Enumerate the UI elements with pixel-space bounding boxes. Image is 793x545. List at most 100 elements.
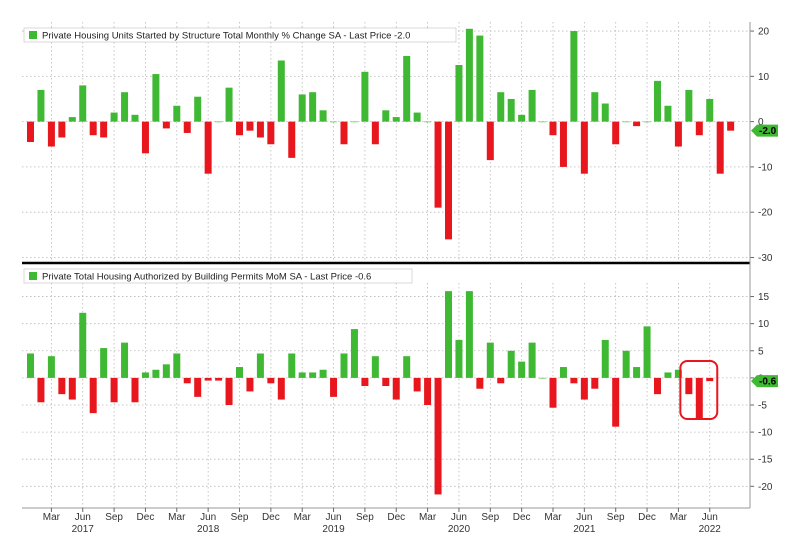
top-bars xyxy=(27,28,735,240)
x-month-label-0: Mar xyxy=(43,512,61,523)
x-month-label-7: Dec xyxy=(262,512,280,523)
bottom-bar-61 xyxy=(664,372,672,378)
bottom-bar-8 xyxy=(110,377,118,403)
bottom-bar-38 xyxy=(424,377,432,405)
x-year-label-2: 2019 xyxy=(322,524,345,535)
bottom-bar-48 xyxy=(528,342,536,378)
x-month-label-12: Mar xyxy=(419,512,437,523)
bottom-bar-58 xyxy=(633,367,641,378)
bottom-bar-63 xyxy=(685,377,693,395)
top-bar-40 xyxy=(445,121,452,240)
bottom-bar-7 xyxy=(100,348,108,378)
bottom-last-price-label: -0.6 xyxy=(759,377,777,388)
bottom-bar-33 xyxy=(371,356,379,378)
bottom-bar-24 xyxy=(277,377,285,400)
top-bar-39 xyxy=(434,121,442,208)
top-bar-28 xyxy=(319,110,327,122)
bottom-bar-57 xyxy=(622,350,630,378)
top-ytick-label-2: 0 xyxy=(758,117,764,128)
x-month-label-20: Mar xyxy=(670,512,688,523)
x-month-label-11: Dec xyxy=(387,512,405,523)
top-bar-19 xyxy=(225,87,233,122)
top-bar-26 xyxy=(298,94,306,122)
top-bar-1 xyxy=(37,89,45,122)
top-ytick-label-4: -20 xyxy=(758,208,773,219)
bottom-bar-44 xyxy=(486,342,494,378)
bottom-bar-14 xyxy=(173,353,181,378)
top-bar-14 xyxy=(173,105,181,122)
top-bar-41 xyxy=(455,65,463,122)
bottom-legend-text: Private Total Housing Authorized by Buil… xyxy=(42,272,371,283)
x-month-label-19: Dec xyxy=(638,512,656,523)
bottom-bar-49 xyxy=(539,377,547,379)
bottom-legend-swatch xyxy=(29,272,37,280)
top-bar-65 xyxy=(706,98,714,122)
top-bar-10 xyxy=(131,114,139,122)
bottom-bar-26 xyxy=(298,372,306,378)
bottom-bar-28 xyxy=(319,369,327,378)
bottom-bar-53 xyxy=(580,377,588,400)
bottom-bars xyxy=(27,291,714,495)
top-ytick-label-1: 10 xyxy=(758,72,770,83)
bottom-bar-15 xyxy=(183,377,191,384)
top-bar-20 xyxy=(236,121,243,136)
x-year-label-0: 2017 xyxy=(72,524,95,535)
bottom-bar-56 xyxy=(612,377,620,427)
bottom-bar-12 xyxy=(152,369,160,378)
x-axis: Mar Jun Sep Dec Mar Jun Sep Dec Mar Jun Sep Dec Mar J… xyxy=(43,508,722,535)
top-ytick-label-3: -10 xyxy=(758,162,773,173)
bottom-bar-23 xyxy=(267,377,275,384)
bottom-bar-62 xyxy=(674,369,682,378)
top-legend-box xyxy=(23,27,457,43)
top-bar-66 xyxy=(716,121,724,174)
bottom-bar-35 xyxy=(392,377,400,400)
x-month-label-8: Mar xyxy=(294,512,312,523)
top-bar-21 xyxy=(246,121,254,131)
highlight-rect xyxy=(679,360,719,420)
bottom-bar-55 xyxy=(601,339,609,378)
top-bar-62 xyxy=(674,121,682,147)
bottom-bar-11 xyxy=(141,372,149,378)
x-year-label-3: 2020 xyxy=(448,524,471,535)
bottom-bar-43 xyxy=(476,377,484,389)
top-legend: Private Housing Units Started by Structu… xyxy=(23,27,457,43)
x-month-label-14: Sep xyxy=(481,512,499,523)
bottom-bar-65 xyxy=(706,377,714,382)
bottom-legend: Private Total Housing Authorized by Buil… xyxy=(23,268,413,284)
top-bar-8 xyxy=(110,112,118,122)
bottom-ytick-label-5: -10 xyxy=(758,428,773,439)
bottom-bar-19 xyxy=(225,377,233,405)
x-month-label-4: Mar xyxy=(168,512,186,523)
top-bar-32 xyxy=(361,71,369,122)
top-bar-67 xyxy=(727,121,735,131)
top-bar-38 xyxy=(424,121,432,123)
top-bar-23 xyxy=(267,121,275,145)
bottom-bar-20 xyxy=(236,367,243,378)
x-month-label-9: Jun xyxy=(325,512,341,523)
top-bar-7 xyxy=(100,121,108,138)
bottom-bar-21 xyxy=(246,377,254,392)
bottom-bar-51 xyxy=(559,367,567,378)
top-bar-33 xyxy=(371,121,379,145)
top-bar-35 xyxy=(392,117,400,122)
bottom-bar-32 xyxy=(361,377,369,387)
bottom-bar-54 xyxy=(591,377,599,389)
x-month-label-16: Mar xyxy=(544,512,562,523)
x-year-label-5: 2022 xyxy=(699,524,722,535)
bottom-bar-29 xyxy=(330,377,338,397)
bottom-ytick-label-6: -15 xyxy=(758,455,773,466)
bottom-bar-25 xyxy=(288,353,296,378)
bottom-bar-36 xyxy=(403,356,411,378)
top-bar-47 xyxy=(518,114,526,122)
bottom-bar-37 xyxy=(413,377,421,392)
top-bar-46 xyxy=(507,98,515,122)
top-bar-6 xyxy=(89,121,97,136)
bottom-bar-22 xyxy=(256,353,264,378)
bottom-bar-42 xyxy=(465,291,473,378)
top-bar-52 xyxy=(570,31,578,122)
bottom-ytick-label-1: 10 xyxy=(758,319,770,330)
highlight-box xyxy=(679,360,719,420)
bottom-bar-9 xyxy=(121,342,129,378)
x-month-label-5: Jun xyxy=(200,512,216,523)
